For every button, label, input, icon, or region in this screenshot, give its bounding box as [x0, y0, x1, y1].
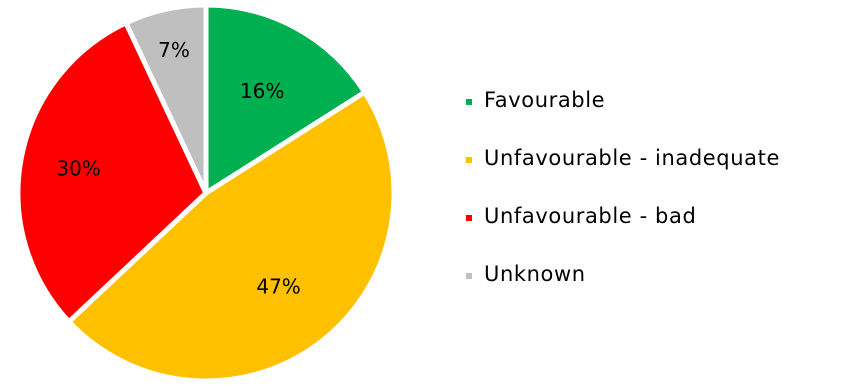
data-label-unknown: 7%	[158, 38, 190, 62]
legend-marker-favourable	[466, 98, 472, 105]
legend-label-unfavourable-bad: Unfavourable - bad	[484, 203, 697, 228]
chart-legend: Favourable Unfavourable - inadequate Unf…	[466, 82, 780, 314]
pie-slice-unfavourable-inadequate	[65, 88, 397, 384]
legend-item-unfavourable-inadequate: Unfavourable - inadequate	[466, 140, 780, 175]
legend-label-favourable: Favourable	[484, 87, 606, 112]
legend-marker-unknown	[466, 272, 472, 279]
data-label-unfavourable-bad: 30%	[56, 157, 100, 181]
legend-marker-unfavourable-inadequate	[466, 156, 472, 163]
data-label-favourable: 16%	[240, 79, 284, 103]
legend-item-unknown: Unknown	[466, 256, 780, 291]
pie-slice-unknown	[122, 2, 209, 195]
legend-item-unfavourable-bad: Unfavourable - bad	[466, 198, 780, 233]
pie-slice-favourable	[203, 2, 369, 198]
legend-label-unfavourable-inadequate: Unfavourable - inadequate	[484, 145, 780, 170]
legend-label-unknown: Unknown	[484, 261, 586, 286]
pie-slices	[15, 2, 397, 384]
legend-marker-unfavourable-bad	[466, 214, 472, 221]
pie-data-labels: 16% 47% 30% 7%	[56, 38, 300, 299]
legend-item-favourable: Favourable	[466, 82, 780, 117]
data-label-unfavourable-inadequate: 47%	[256, 275, 300, 299]
